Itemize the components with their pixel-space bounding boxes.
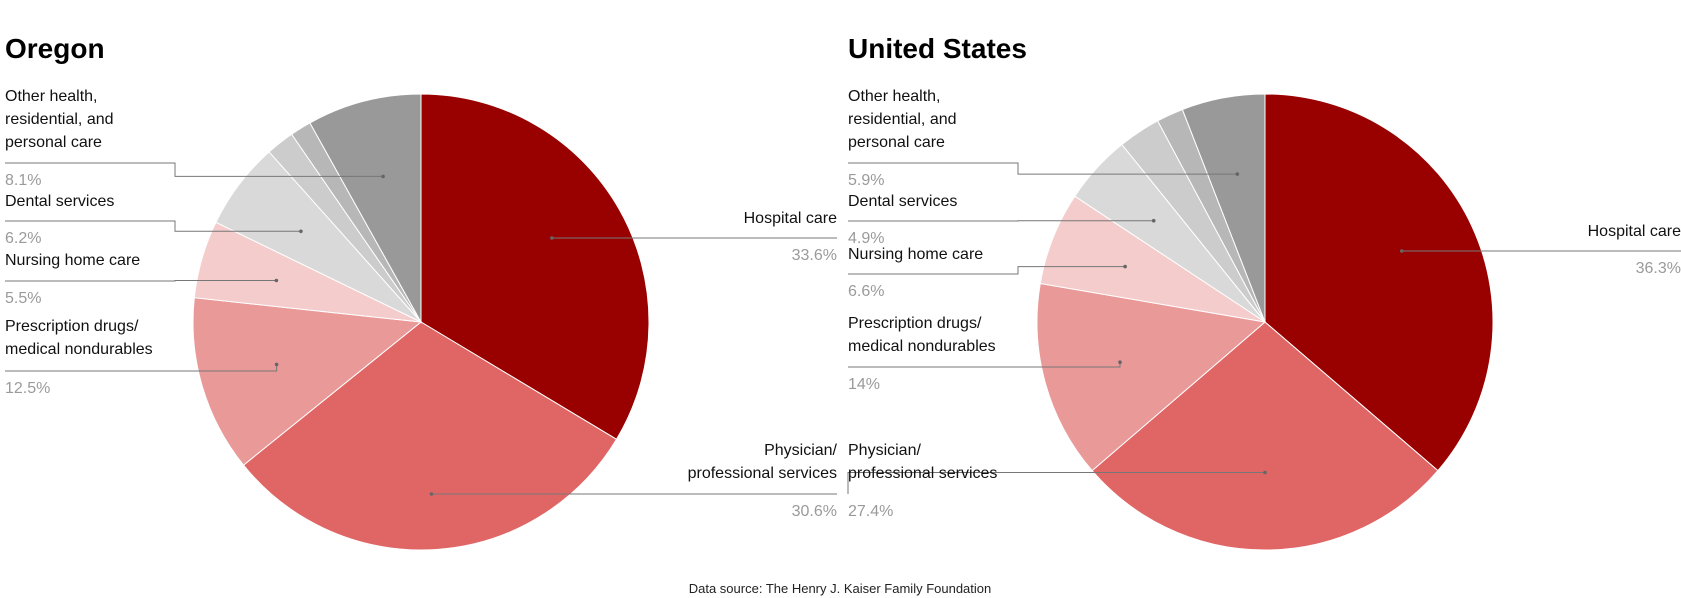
slice-percent-hospital-care: 36.3% bbox=[1636, 260, 1681, 277]
leader-dot bbox=[1118, 360, 1122, 365]
slice-label-nursing-home-care: Nursing home care bbox=[5, 252, 140, 269]
pie-slice-other-health-residential-and-personal-care bbox=[309, 93, 422, 324]
pie-slice-other-health-residential-and-personal-care bbox=[1181, 93, 1266, 323]
pie-slice-physician-professional-services bbox=[1091, 321, 1439, 551]
slice-label-other-health-residential-and-personal-care: personal care bbox=[848, 134, 945, 151]
slice-percent-prescription-drugs-medical-nondurables: 12.5% bbox=[5, 380, 50, 397]
leader-dot bbox=[274, 362, 279, 367]
chart-title-united-states: United States bbox=[848, 33, 1027, 64]
slice-label-other-health-residential-and-personal-care: personal care bbox=[5, 134, 102, 151]
leader-dot bbox=[429, 492, 434, 496]
slice-label-dental-services: Dental services bbox=[5, 193, 114, 210]
slice-label-prescription-drugs-medical-nondurables: Prescription drugs/ bbox=[848, 315, 982, 332]
leader-line bbox=[5, 220, 301, 232]
leader-dot bbox=[1123, 264, 1127, 269]
slice-percent-physician-professional-services: 27.4% bbox=[848, 503, 893, 520]
pie-united-states: Hospital care 36.3% Physician/professional… bbox=[847, 88, 1681, 551]
slice-label-prescription-drugs-medical-nondurables: medical nondurables bbox=[5, 341, 153, 358]
slice-percent-physician-professional-services: 30.6% bbox=[792, 503, 837, 520]
slice-percent-dental-services: 4.9% bbox=[848, 230, 884, 247]
pie-oregon: Hospital care 33.6% Physician/professional… bbox=[5, 88, 838, 551]
slice-label-physician-professional-services: Physician/ bbox=[848, 442, 921, 459]
leader-line bbox=[847, 472, 1265, 494]
slice-label-hospital-care: Hospital care bbox=[1588, 223, 1681, 240]
slice-label-physician-professional-services: professional services bbox=[848, 465, 997, 482]
leader-dot bbox=[1151, 218, 1156, 223]
leader-dot bbox=[550, 236, 554, 240]
chart-title-oregon: Oregon bbox=[5, 33, 105, 64]
slice-label-other-health-residential-and-personal-care: residential, and bbox=[5, 111, 114, 128]
slice-percent-dental-services: 6.2% bbox=[5, 230, 41, 247]
pie-slice-hospital-care bbox=[420, 93, 650, 440]
leader-dot bbox=[1400, 249, 1404, 253]
slice-label-dental-services: Dental services bbox=[848, 193, 957, 210]
slice-label-other-health-residential-and-personal-care: Other health, bbox=[5, 88, 98, 105]
leader-line bbox=[848, 266, 1126, 275]
pie-slice-physician-professional-services bbox=[242, 321, 618, 551]
slice-label-prescription-drugs-medical-nondurables: medical nondurables bbox=[848, 338, 996, 355]
pie-slice-prescription-drugs-medical-nondurables bbox=[192, 297, 423, 466]
slice-percent-nursing-home-care: 5.5% bbox=[5, 290, 41, 307]
slice-label-physician-professional-services: professional services bbox=[688, 465, 837, 482]
pie-slice-hospital-care bbox=[1264, 93, 1494, 472]
slice-percent-nursing-home-care: 6.6% bbox=[848, 283, 884, 300]
slice-label-other-health-residential-and-personal-care: residential, and bbox=[848, 111, 957, 128]
slice-percent-prescription-drugs-medical-nondurables: 14% bbox=[848, 376, 880, 393]
slice-percent-other-health-residential-and-personal-care: 5.9% bbox=[848, 172, 884, 189]
leader-line bbox=[5, 162, 384, 177]
leader-line bbox=[5, 280, 277, 282]
leader-line bbox=[848, 162, 1238, 175]
leader-dot bbox=[299, 229, 303, 234]
pie-slice-prescription-drugs-medical-nondurables bbox=[1036, 282, 1267, 472]
slice-label-other-health-residential-and-personal-care: Other health, bbox=[848, 88, 941, 105]
leader-dot bbox=[1235, 172, 1240, 176]
slice-label-hospital-care: Hospital care bbox=[744, 210, 837, 227]
slice-percent-hospital-care: 33.6% bbox=[792, 247, 837, 264]
leader-dot bbox=[381, 174, 385, 179]
data-source-note: Data source: The Henry J. Kaiser Family … bbox=[689, 581, 992, 596]
slice-percent-other-health-residential-and-personal-care: 8.1% bbox=[5, 172, 41, 189]
leader-dot bbox=[274, 278, 279, 283]
slice-label-prescription-drugs-medical-nondurables: Prescription drugs/ bbox=[5, 318, 139, 335]
slice-label-physician-professional-services: Physician/ bbox=[764, 442, 837, 459]
leader-dot bbox=[1263, 470, 1267, 475]
slice-label-nursing-home-care: Nursing home care bbox=[848, 246, 983, 263]
